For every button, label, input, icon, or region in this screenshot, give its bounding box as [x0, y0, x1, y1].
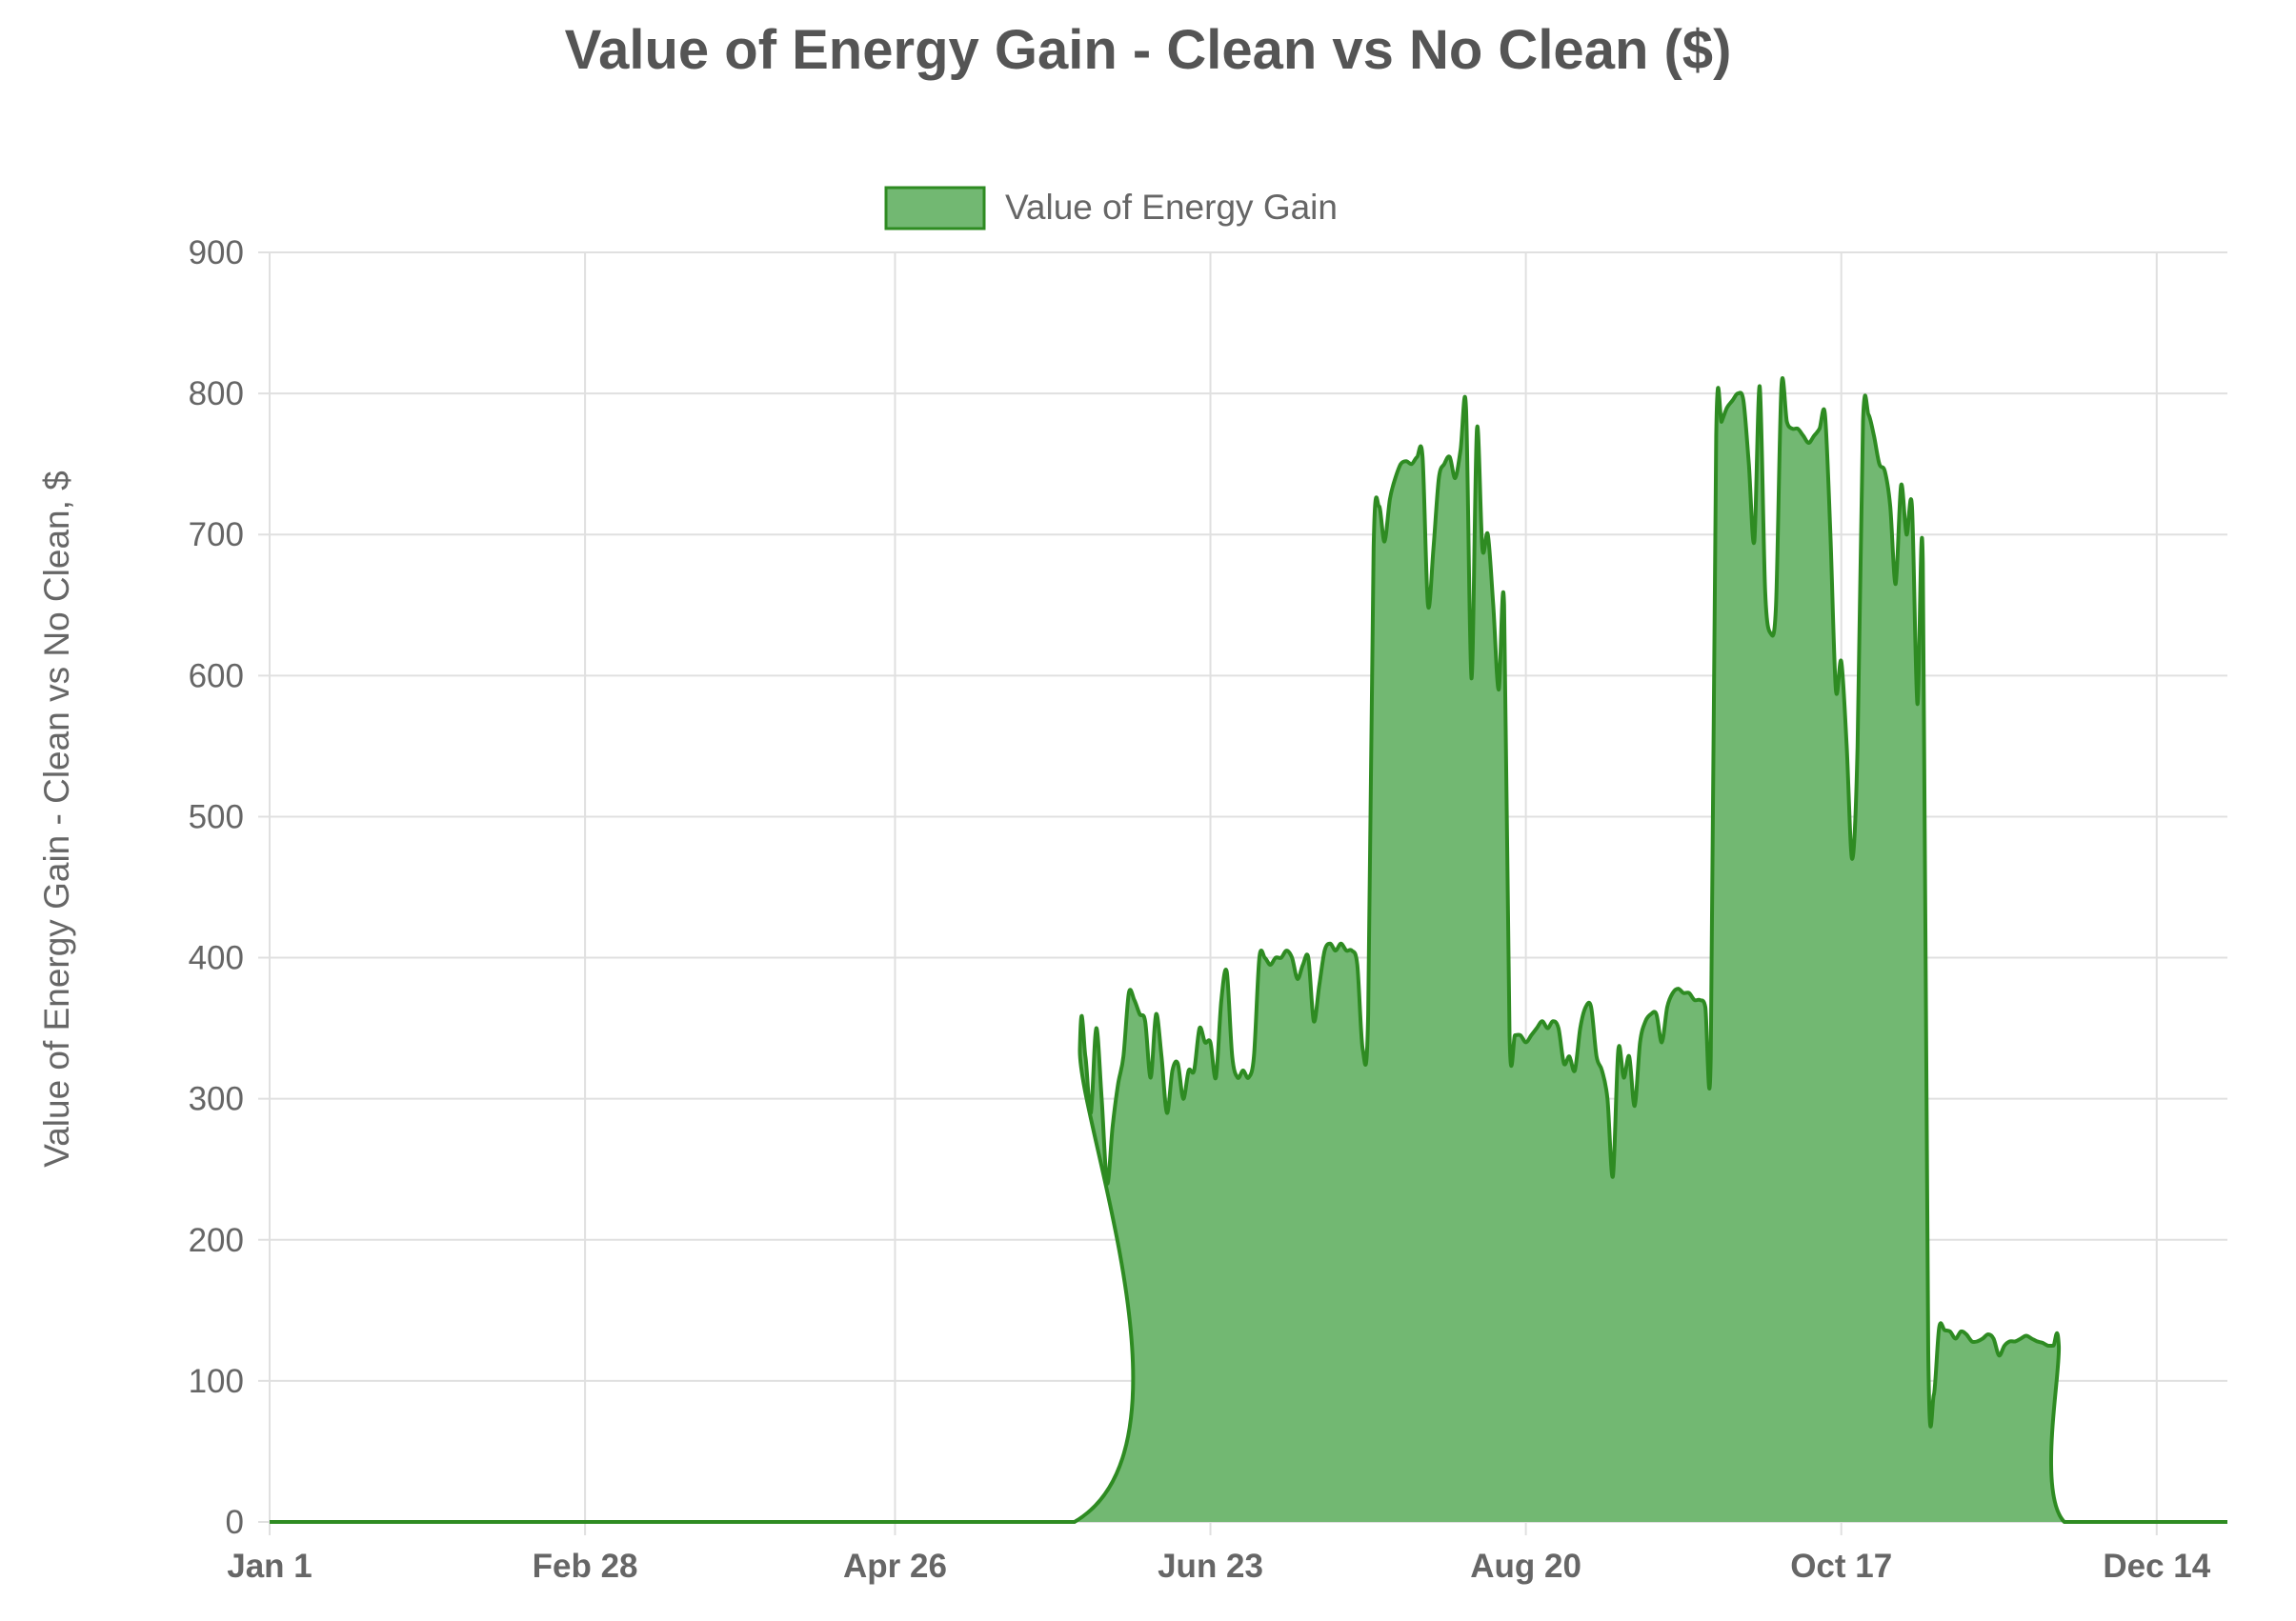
- y-tick-label: 200: [189, 1222, 244, 1259]
- y-tick-label: 500: [189, 798, 244, 835]
- y-tick-label: 900: [189, 234, 244, 271]
- series-line: [269, 376, 2227, 1525]
- y-tick-label: 800: [189, 375, 244, 412]
- y-tick-label: 0: [226, 1504, 244, 1541]
- x-tick-label: Apr 26: [843, 1548, 947, 1585]
- legend-swatch: [884, 186, 986, 230]
- x-tick-label: Aug 20: [1470, 1548, 1581, 1585]
- y-tick-label: 600: [189, 657, 244, 694]
- x-tick-label: Dec 14: [2103, 1548, 2210, 1585]
- legend[interactable]: Value of Energy Gain: [884, 186, 1338, 230]
- x-tick-label: Oct 17: [1790, 1548, 1892, 1585]
- x-tick-label: Jun 23: [1158, 1548, 1263, 1585]
- legend-label: Value of Energy Gain: [1005, 188, 1338, 227]
- y-axis-label: Value of Energy Gain - Clean vs No Clean…: [37, 470, 76, 1167]
- y-tick-label: 300: [189, 1081, 244, 1118]
- series-area: [269, 376, 2227, 1525]
- x-tick-label: Jan 1: [227, 1548, 312, 1585]
- axes: 0 100 200 300 400 500 600 700 800 900 Jan 1 Feb 28 A…: [189, 234, 2211, 1585]
- chart-title: Value of Energy Gain - Clean vs No Clean…: [565, 19, 1732, 81]
- x-tick-label: Feb 28: [533, 1548, 638, 1585]
- y-tick-label: 400: [189, 940, 244, 977]
- y-tick-label: 700: [189, 516, 244, 553]
- series-area-fill: [270, 378, 2227, 1523]
- y-tick-label: 100: [189, 1363, 244, 1400]
